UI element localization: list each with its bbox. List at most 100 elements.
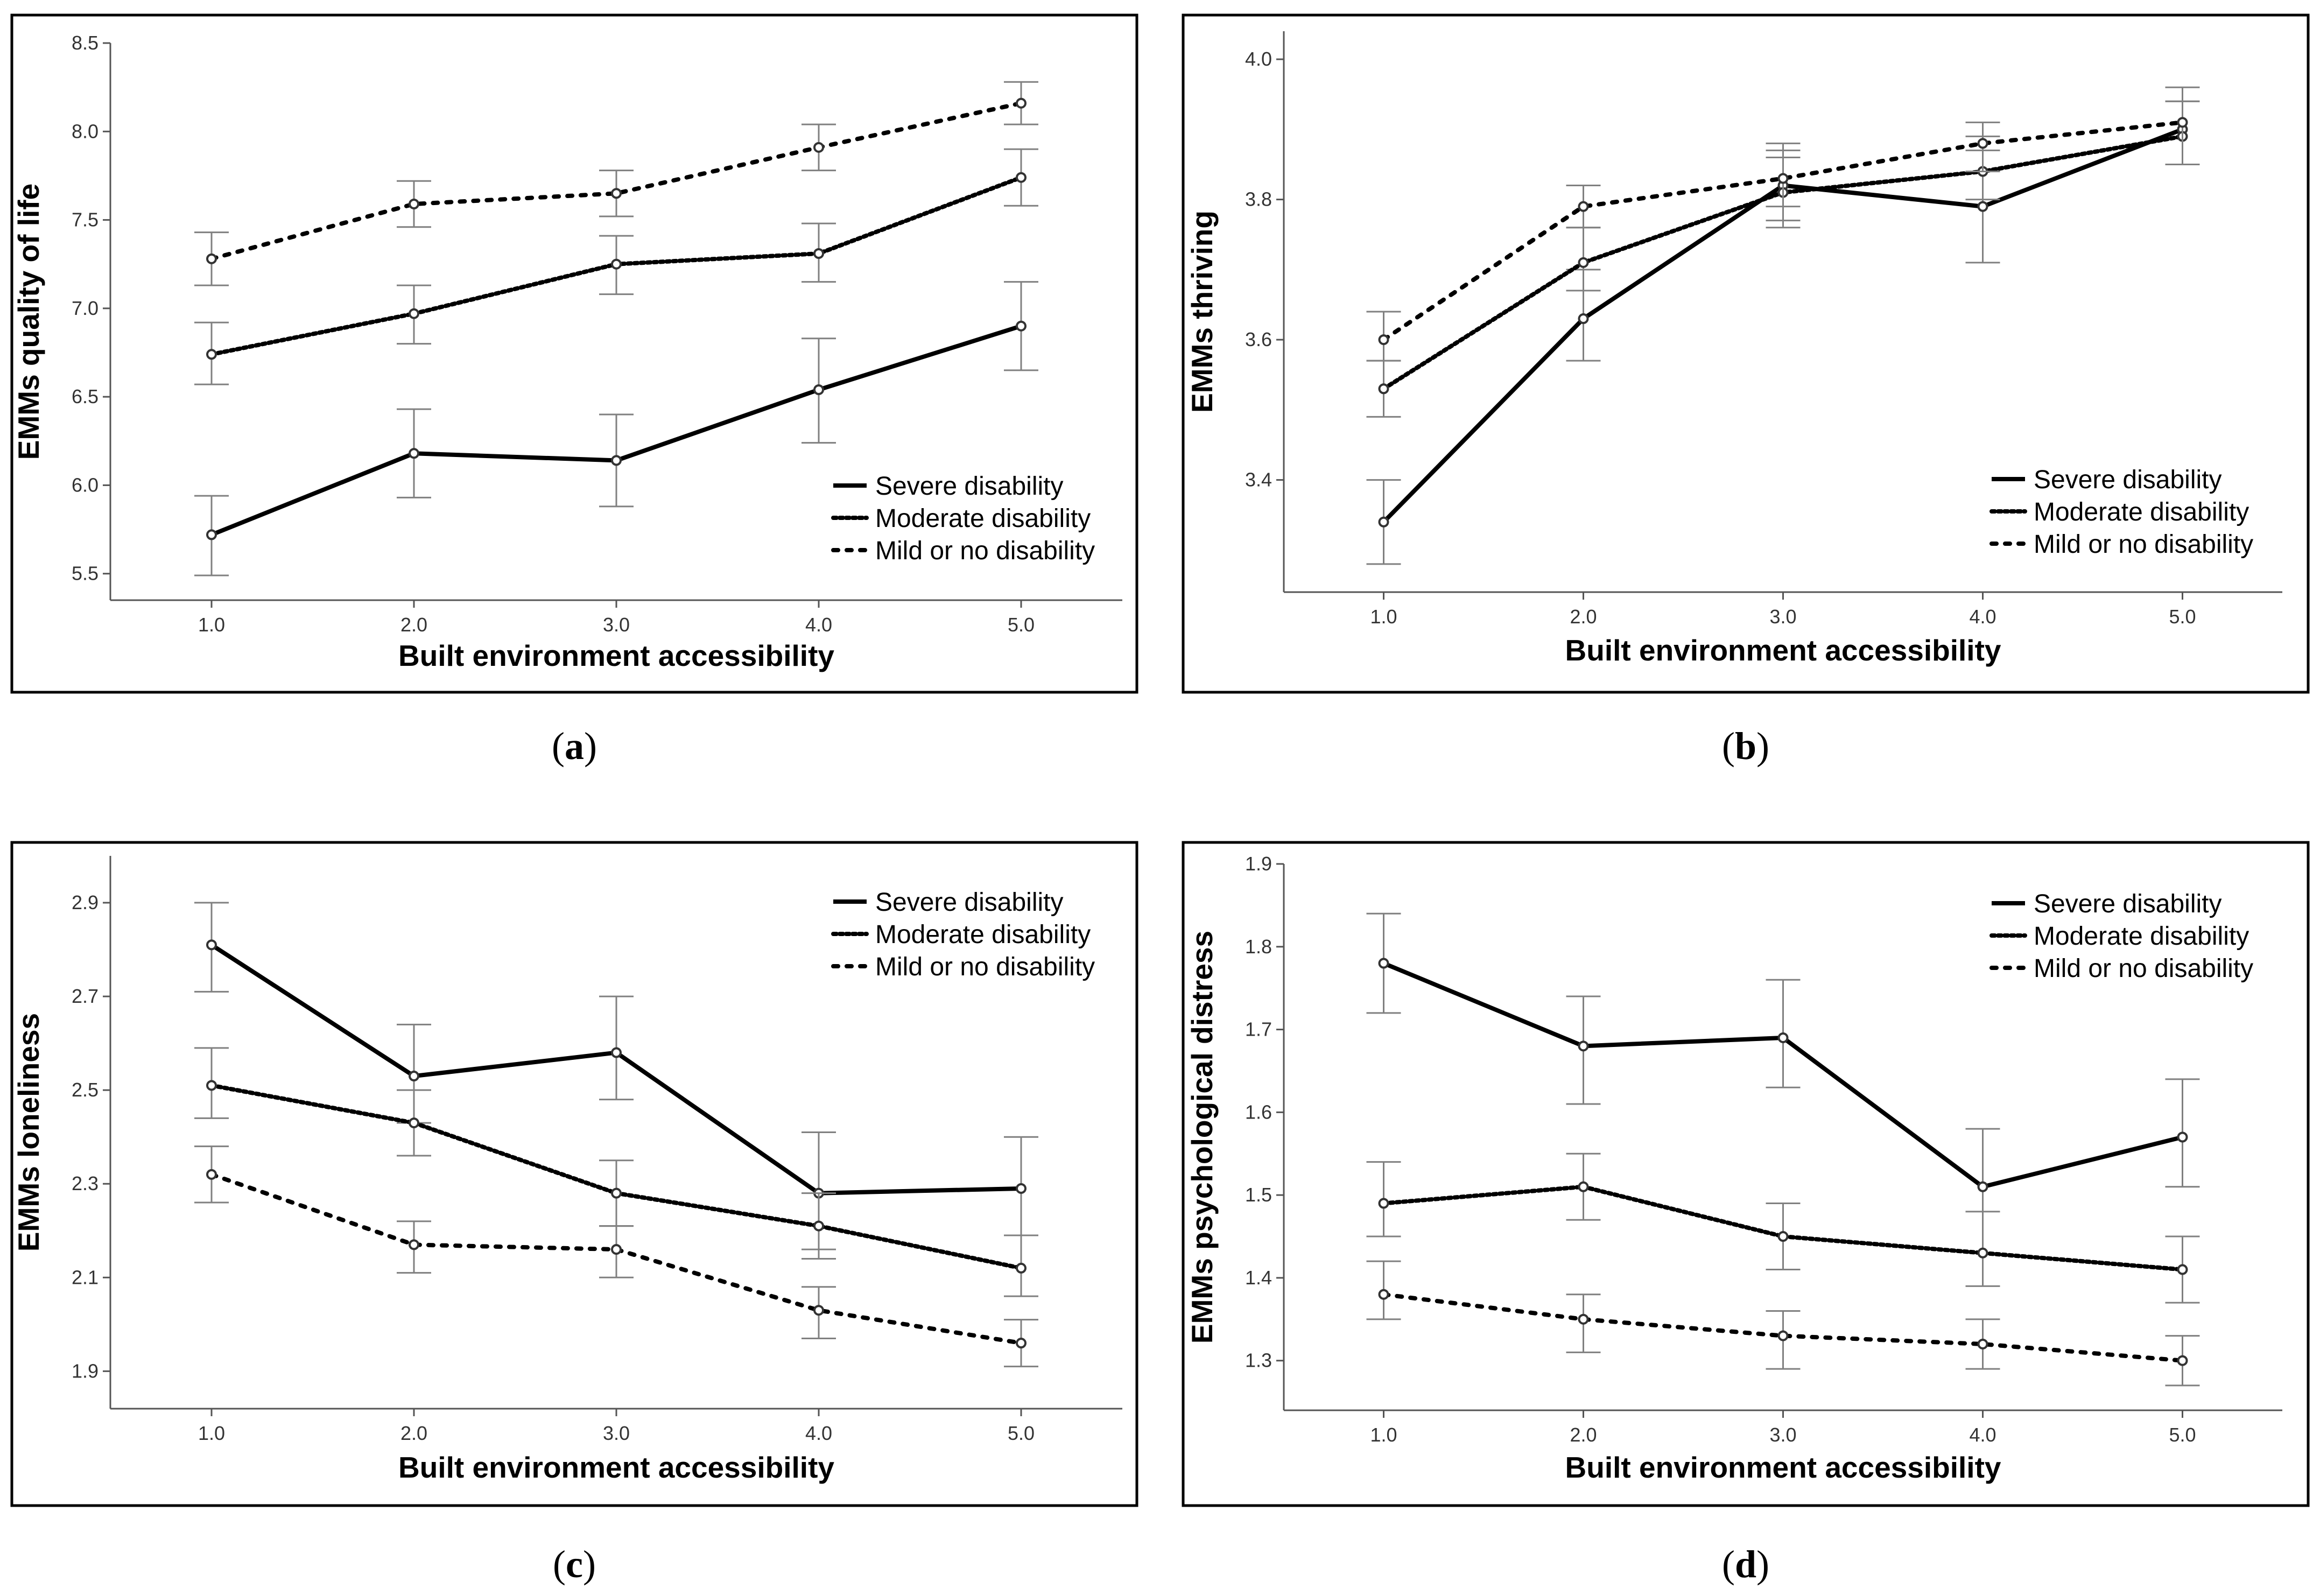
data-point <box>611 1244 622 1255</box>
legend: Severe disability Moderate disability Mild… <box>831 888 1095 981</box>
caption-paren: ) <box>1756 1543 1769 1586</box>
x-tick-label: 2.0 <box>1570 1424 1597 1446</box>
x-axis-title: Built environment accessibility <box>398 639 834 672</box>
y-tick-label: 2.7 <box>72 985 99 1007</box>
series-2 <box>1366 1152 2200 1304</box>
x-tick-label: 1.0 <box>1370 1424 1397 1446</box>
panel-frame <box>10 841 1138 1507</box>
legend-label: Severe disability <box>2034 466 2222 494</box>
y-axis-title: EMMs psychological distress <box>1185 931 1219 1344</box>
data-point <box>1378 1198 1389 1209</box>
y-tick-label: 8.0 <box>72 120 99 142</box>
data-point <box>611 1187 622 1199</box>
caption-paren: ) <box>583 1543 596 1586</box>
data-point <box>1578 201 1589 212</box>
panel-frame <box>1182 13 2310 694</box>
data-point <box>409 1239 419 1250</box>
data-point <box>1578 1040 1589 1052</box>
data-point <box>1578 257 1589 268</box>
x-tick-label: 4.0 <box>1969 606 1996 628</box>
data-point <box>1977 1247 1988 1258</box>
data-point <box>813 384 824 395</box>
data-point <box>206 529 217 540</box>
y-tick-label: 3.6 <box>1245 328 1272 350</box>
x-tick-label: 4.0 <box>805 1422 832 1444</box>
caption-paren: ( <box>1722 1543 1735 1586</box>
legend-label: Moderate disability <box>2034 922 2249 951</box>
data-point <box>2177 1131 2188 1143</box>
series-3 <box>194 81 1038 286</box>
data-point <box>1977 138 1988 149</box>
x-tick-label: 1.0 <box>1370 606 1397 628</box>
legend-label: Severe disability <box>875 472 1064 501</box>
data-point <box>1378 1289 1389 1300</box>
panel-caption: (c) <box>553 1543 596 1586</box>
data-point <box>1578 1181 1589 1192</box>
data-point <box>206 939 217 951</box>
data-point <box>813 1220 824 1232</box>
data-point <box>1977 1181 1988 1192</box>
series-line <box>209 101 1023 261</box>
caption-letter: c <box>566 1543 583 1586</box>
legend: Severe disability Moderate disability Mild… <box>1989 466 2253 559</box>
panel-b: 3.4 3.6 3.8 4.0 1.0 2.0 3.0 4.0 5.0 Built environ… <box>1182 13 2310 768</box>
y-tick-label: 7.0 <box>72 297 99 319</box>
x-tick-label: 5.0 <box>2169 1424 2196 1446</box>
data-point <box>206 253 217 264</box>
caption-paren: ( <box>552 725 565 768</box>
data-point <box>813 1305 824 1316</box>
data-point <box>206 349 217 360</box>
data-point <box>1977 1338 1988 1349</box>
caption-paren: ) <box>1756 725 1769 768</box>
legend: Severe disability Moderate disability Mild… <box>1989 890 2253 983</box>
data-point <box>206 1169 217 1180</box>
y-tick-label: 2.3 <box>72 1172 99 1194</box>
y-tick-label: 8.5 <box>72 32 99 54</box>
data-point <box>813 248 824 259</box>
x-tick-label: 1.0 <box>198 614 225 636</box>
series-3 <box>194 1145 1038 1368</box>
data-point <box>611 258 622 270</box>
x-tick-label: 3.0 <box>1769 1424 1796 1446</box>
x-tick-label: 4.0 <box>1969 1424 1996 1446</box>
x-tick-label: 3.0 <box>603 1422 630 1444</box>
y-tick-label: 3.8 <box>1245 188 1272 210</box>
x-tick-label: 3.0 <box>1769 606 1796 628</box>
data-point <box>611 1047 622 1058</box>
data-point <box>1977 201 1988 212</box>
x-tick-label: 4.0 <box>805 614 832 636</box>
x-axis-title: Built environment accessibility <box>398 1451 834 1484</box>
y-tick-label: 1.6 <box>1245 1101 1272 1123</box>
legend: Severe disability Moderate disability Mild… <box>831 472 1095 565</box>
data-point <box>206 1080 217 1091</box>
data-point <box>2177 1355 2188 1366</box>
y-tick-label: 2.1 <box>72 1266 99 1288</box>
data-point <box>813 142 824 153</box>
y-tick-label: 6.5 <box>72 385 99 407</box>
data-point <box>1777 173 1789 184</box>
x-tick-label: 3.0 <box>603 614 630 636</box>
data-point <box>1016 1338 1027 1349</box>
legend-label: Severe disability <box>875 888 1064 917</box>
data-point <box>409 1117 419 1129</box>
data-point <box>1016 1262 1027 1274</box>
caption-paren: ( <box>553 1543 566 1586</box>
y-tick-label: 1.8 <box>1245 936 1272 958</box>
panel-caption: (b) <box>1722 725 1769 768</box>
y-tick-label: 1.3 <box>1245 1349 1272 1372</box>
y-tick-label: 1.5 <box>1245 1184 1272 1206</box>
panel-d: 1.3 1.4 1.5 1.6 1.7 1.8 1.9 1.0 2.0 3.0 4.0 5.0 Buil… <box>1182 841 2310 1586</box>
series-2 <box>194 1047 1038 1297</box>
panel-a: 5.5 6.0 6.5 7.0 7.5 8.0 8.5 1.0 2.0 3.0 4.0 5.0 Buil… <box>10 13 1138 768</box>
caption-paren: ( <box>1722 725 1735 768</box>
series-1 <box>194 281 1038 576</box>
series-3 <box>1366 86 2200 362</box>
series-1 <box>1366 912 2200 1254</box>
data-point <box>409 308 419 319</box>
y-tick-label: 1.4 <box>1245 1267 1272 1289</box>
y-axis-title: EMMs loneliness <box>12 1013 45 1252</box>
legend-label: Moderate disability <box>2034 498 2249 526</box>
series-line <box>1381 120 2185 342</box>
x-tick-label: 2.0 <box>1570 606 1597 628</box>
